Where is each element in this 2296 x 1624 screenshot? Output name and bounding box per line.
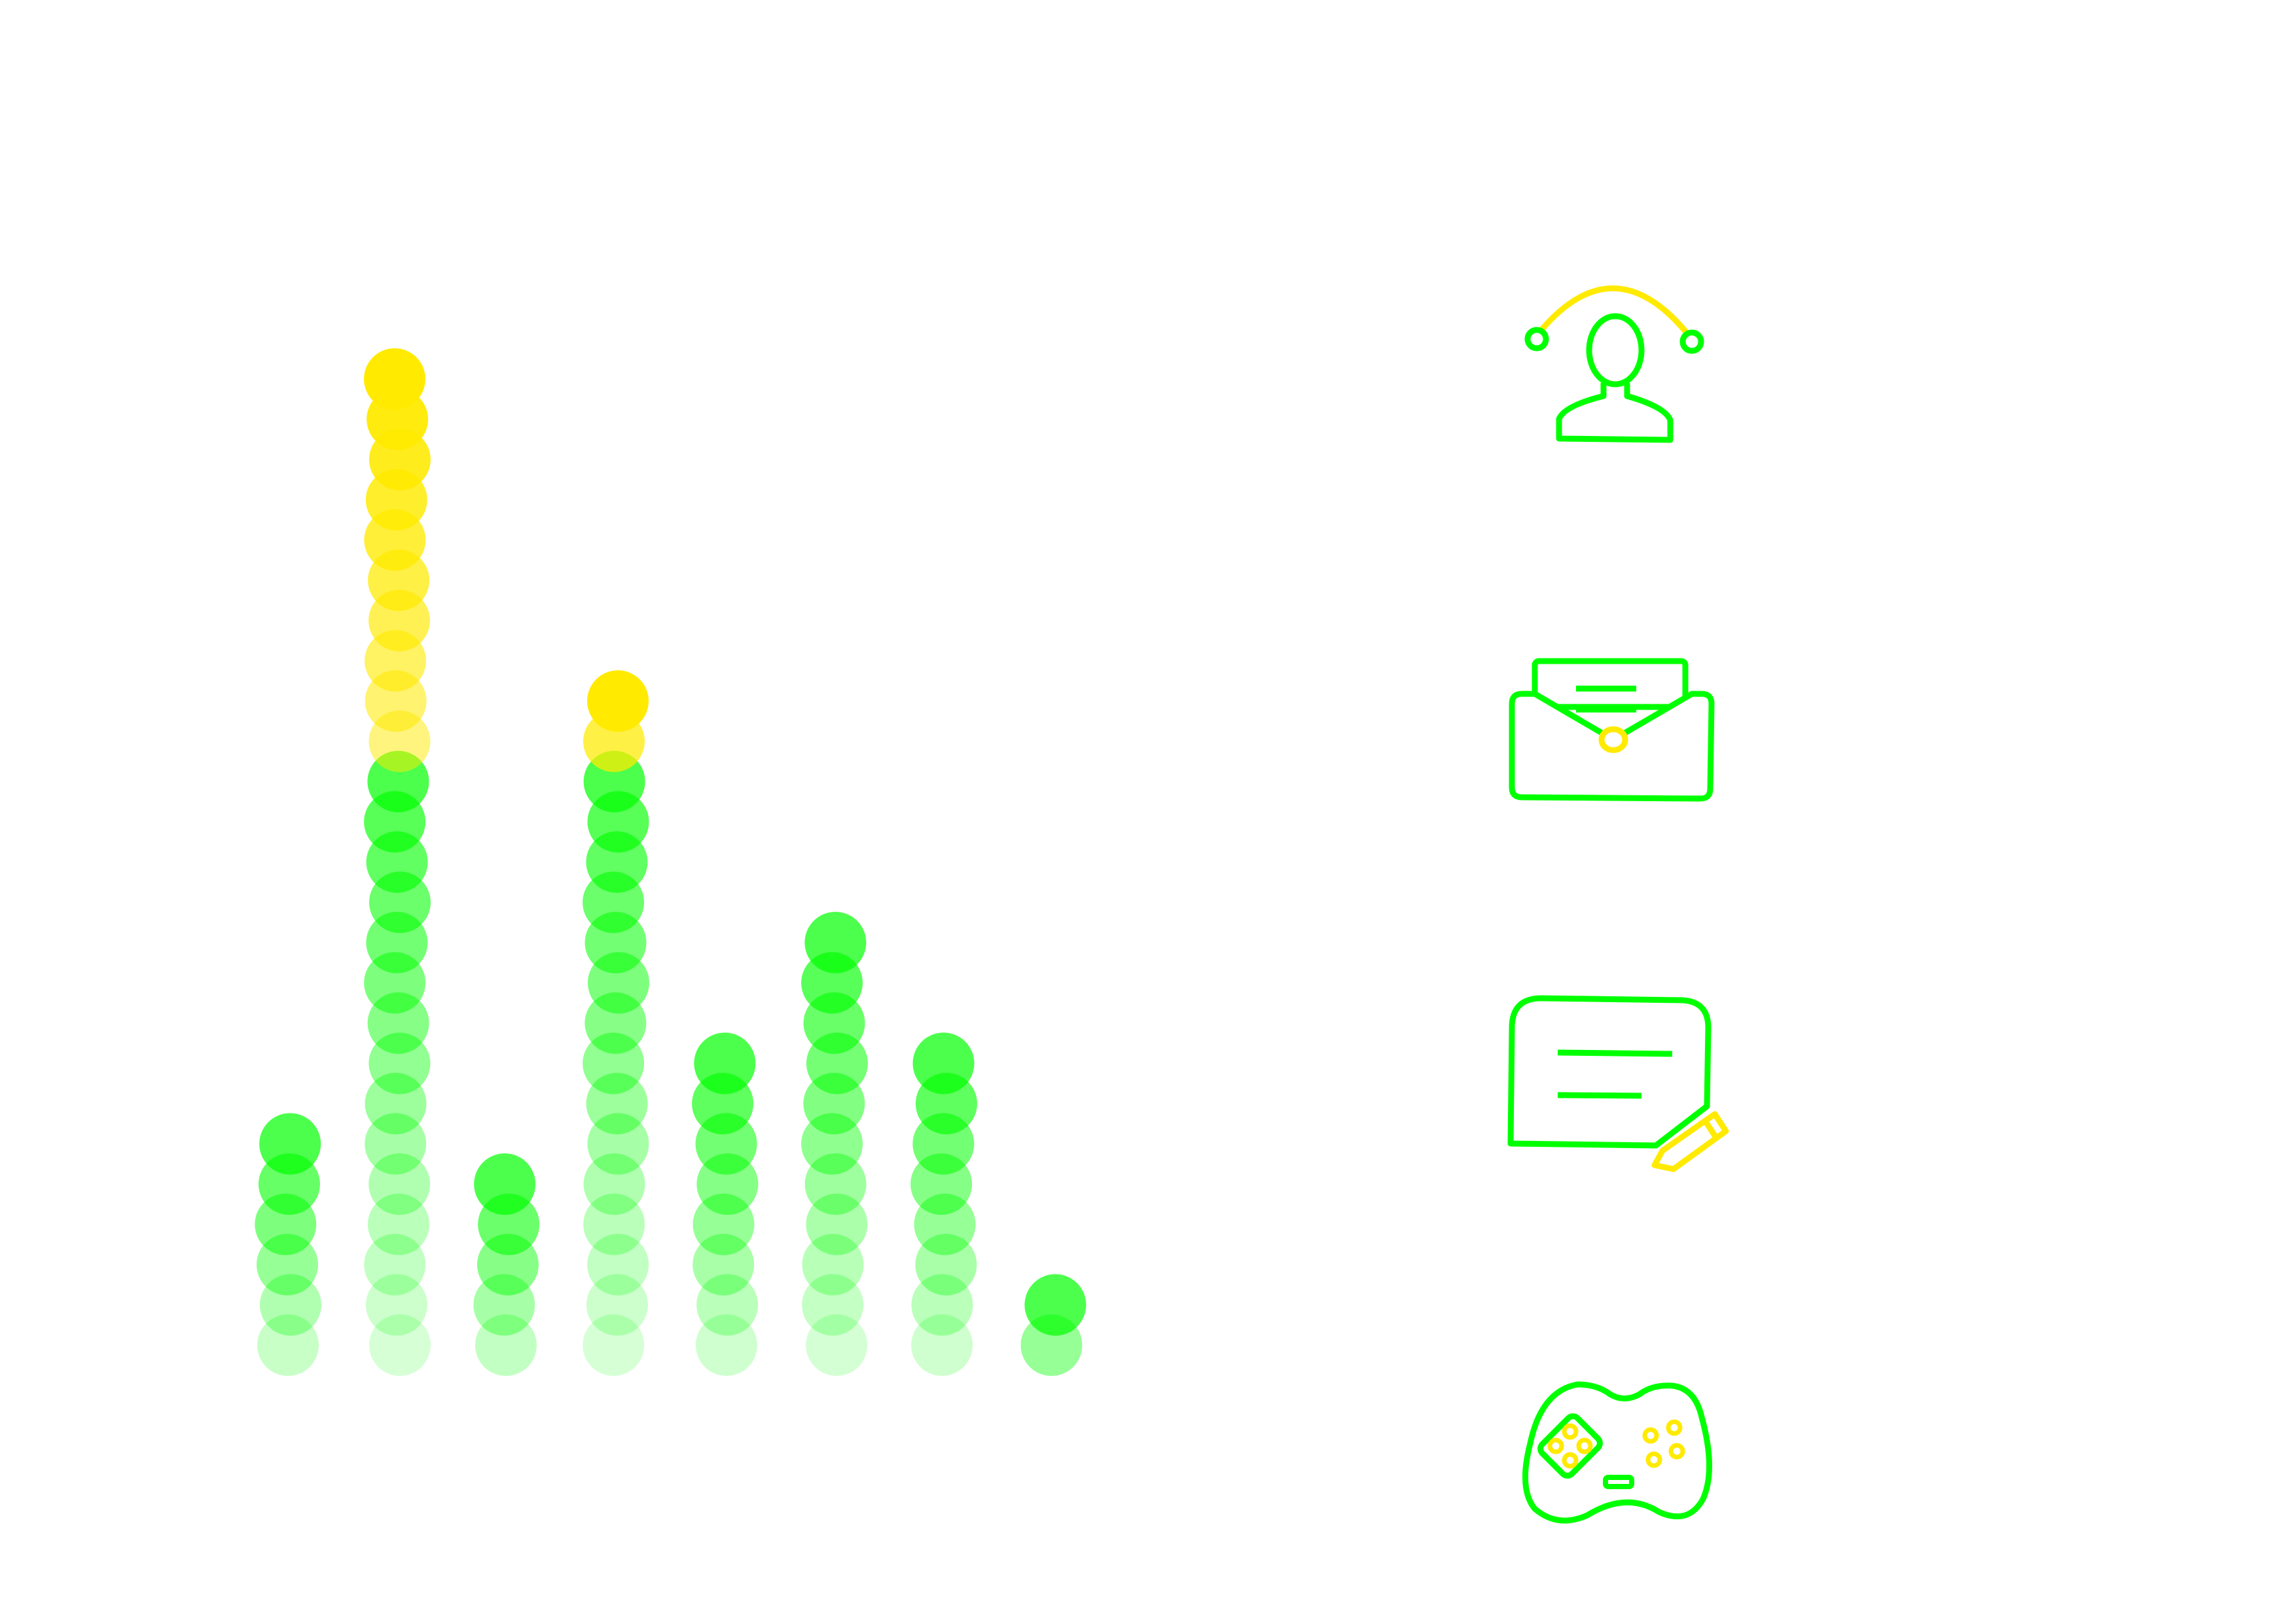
bar-dot-2-2	[365, 1274, 427, 1336]
bar-dot-3-5	[474, 1153, 536, 1215]
bar-dot-4-1	[583, 1314, 645, 1376]
bar-dot-2-4	[367, 1193, 429, 1255]
open-envelope-icon	[1505, 641, 1754, 825]
bar-dot-2-5	[368, 1153, 431, 1215]
bar-dot-8-2	[1024, 1274, 1086, 1336]
bar-dot-2-8	[368, 1032, 431, 1094]
bar-dot-6-3	[802, 1234, 864, 1295]
bar-dot-2-25	[364, 348, 426, 410]
bar-dot-4-5	[583, 1153, 645, 1215]
bar-dot-4-3	[587, 1234, 649, 1295]
bar-dot-5-3	[692, 1234, 755, 1295]
bar-dot-5-8	[694, 1032, 756, 1094]
bar-dot-7-2	[911, 1274, 973, 1336]
bar-dot-3-2	[473, 1274, 535, 1336]
bar-dot-1-2	[259, 1274, 321, 1336]
bar-dot-2-7	[365, 1073, 427, 1134]
bar-dot-2-3	[364, 1234, 426, 1295]
bar-dot-1-1	[257, 1314, 319, 1376]
bar-dot-7-1	[911, 1314, 973, 1376]
bar-dot-4-8	[583, 1032, 645, 1094]
edit-note-icon	[1505, 988, 1754, 1172]
gamepad-icon	[1505, 1371, 1754, 1555]
bar-dot-4-2	[586, 1274, 648, 1336]
bar-dot-7-4	[914, 1193, 976, 1255]
bar-dot-4-7	[586, 1073, 648, 1134]
bar-dot-7-3	[915, 1234, 977, 1295]
support-headset-icon	[1505, 262, 1754, 445]
bar-dot-5-2	[696, 1274, 759, 1336]
bar-dot-6-1	[806, 1314, 868, 1376]
bar-dot-3-1	[475, 1314, 537, 1376]
bar-dot-4-6	[587, 1113, 649, 1175]
bar-dot-7-8	[912, 1032, 975, 1094]
bar-dot-1-6	[259, 1113, 321, 1175]
bar-dot-6-5	[804, 1153, 867, 1215]
bar-dot-2-1	[368, 1314, 431, 1376]
bar-dot-5-1	[695, 1314, 757, 1376]
dot-bar-chart	[255, 348, 1086, 1376]
bar-dot-4-4	[583, 1193, 645, 1255]
bar-dot-2-6	[365, 1113, 427, 1175]
bar-dot-6-4	[806, 1193, 868, 1255]
bar-dot-6-6	[801, 1113, 863, 1175]
bar-dot-4-17	[587, 670, 649, 732]
bar-dot-6-2	[802, 1274, 864, 1336]
bar-dot-6-11	[804, 912, 867, 973]
bar-dot-5-4	[692, 1193, 755, 1255]
